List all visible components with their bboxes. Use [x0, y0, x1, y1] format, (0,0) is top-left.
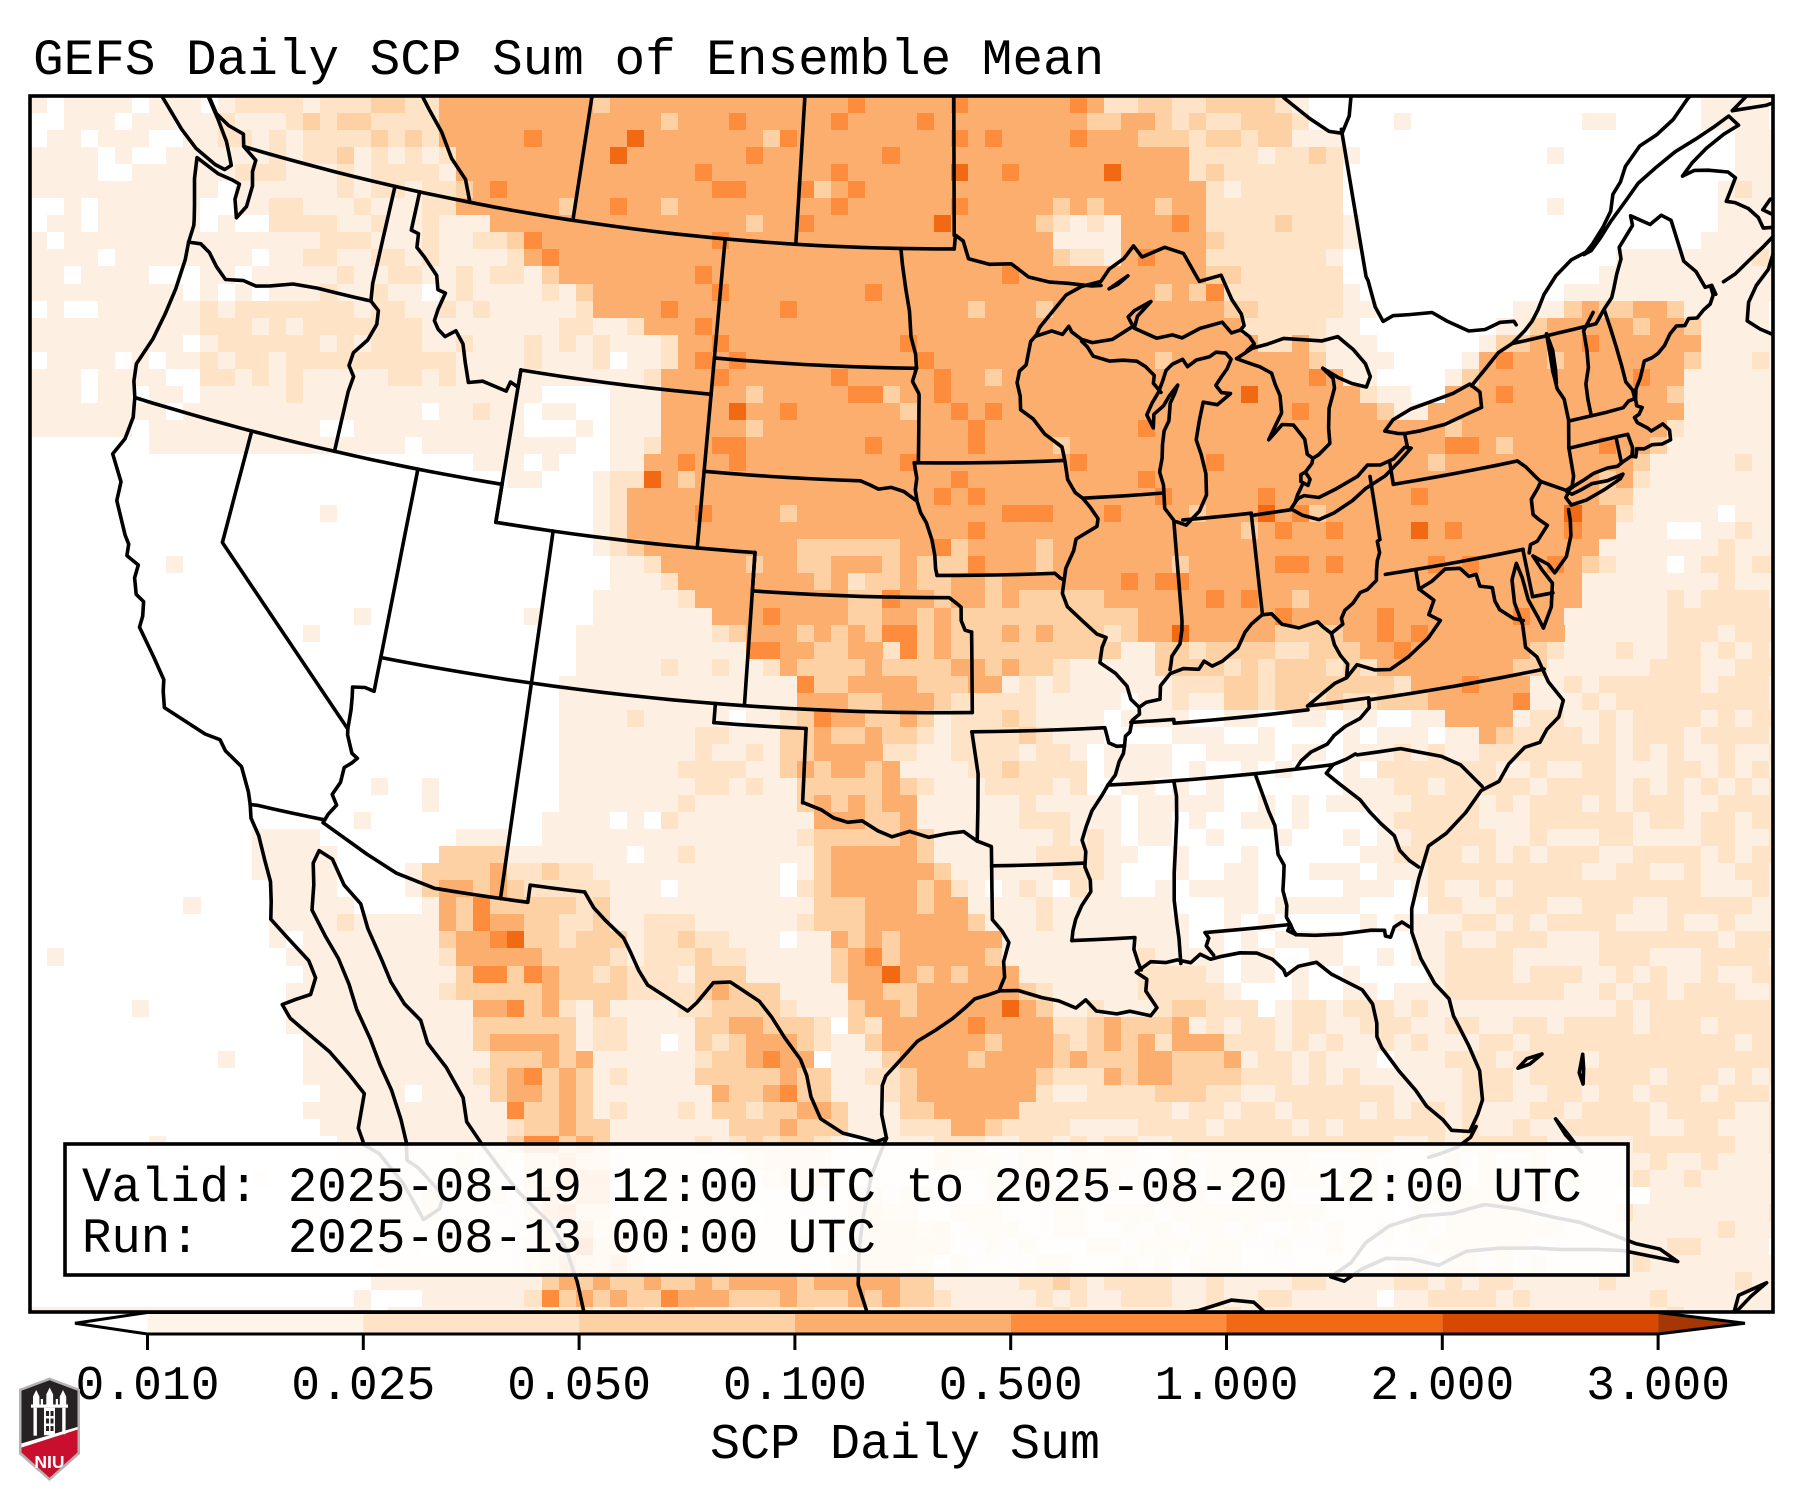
svg-text:SCP Daily Sum: SCP Daily Sum	[710, 1417, 1100, 1474]
svg-text:0.025: 0.025	[291, 1360, 435, 1414]
svg-text:1.000: 1.000	[1154, 1360, 1298, 1414]
svg-text:Run: 2025-08-13 00:00 UTC: Run: 2025-08-13 00:00 UTC	[82, 1211, 876, 1267]
svg-text:0.050: 0.050	[507, 1360, 651, 1414]
svg-text:GEFS Daily SCP Sum of Ensemble: GEFS Daily SCP Sum of Ensemble Mean	[33, 33, 1104, 90]
svg-text:0.100: 0.100	[723, 1360, 867, 1414]
svg-text:2.000: 2.000	[1370, 1360, 1514, 1414]
svg-text:0.500: 0.500	[939, 1360, 1083, 1414]
svg-text:3.000: 3.000	[1586, 1360, 1730, 1414]
svg-text:0.010: 0.010	[75, 1360, 219, 1414]
svg-text:Valid: 2025-08-19 12:00 UTC to: Valid: 2025-08-19 12:00 UTC to 2025-08-2…	[82, 1160, 1582, 1216]
svg-text:NIU: NIU	[34, 1452, 64, 1472]
